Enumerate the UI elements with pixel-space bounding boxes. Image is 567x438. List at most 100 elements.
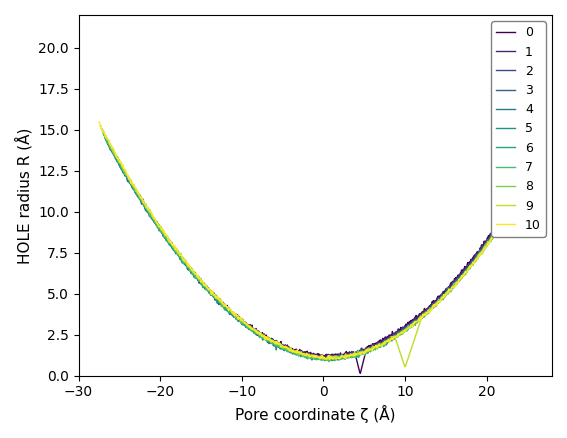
9 <box>97 124 104 129</box>
0 <box>176 251 183 257</box>
6 <box>414 318 421 323</box>
5 <box>174 251 181 257</box>
10 <box>208 292 215 297</box>
5 <box>207 293 214 298</box>
Line: 9: 9 <box>100 126 532 367</box>
5 <box>331 358 338 363</box>
Line: 4: 4 <box>106 140 511 360</box>
1 <box>367 344 374 349</box>
7 <box>417 317 424 322</box>
6 <box>328 358 335 364</box>
10 <box>354 351 361 357</box>
9 <box>352 350 358 356</box>
9 <box>401 364 408 369</box>
8 <box>98 127 105 132</box>
4 <box>508 207 515 212</box>
1 <box>496 222 502 227</box>
7 <box>381 343 388 348</box>
1 <box>337 353 344 359</box>
8 <box>291 350 298 355</box>
10 <box>173 247 180 252</box>
4 <box>342 353 349 359</box>
Line: 8: 8 <box>101 129 527 360</box>
Line: 7: 7 <box>103 131 523 362</box>
1 <box>401 325 408 330</box>
2 <box>207 288 214 293</box>
3 <box>340 356 347 361</box>
8 <box>384 338 391 343</box>
0 <box>334 353 341 358</box>
6 <box>174 251 181 257</box>
0 <box>206 287 213 292</box>
0 <box>492 227 498 233</box>
7 <box>520 189 527 194</box>
7 <box>325 359 332 364</box>
10 <box>532 166 539 172</box>
Line: 10: 10 <box>99 122 536 360</box>
6 <box>289 349 295 354</box>
10 <box>293 350 300 356</box>
3 <box>405 325 412 330</box>
8 <box>174 251 181 256</box>
Line: 6: 6 <box>104 135 519 361</box>
5 <box>512 199 519 205</box>
4 <box>374 343 381 348</box>
4 <box>408 321 415 327</box>
5 <box>344 354 351 360</box>
0 <box>357 371 364 376</box>
10 <box>425 308 432 314</box>
4 <box>286 346 293 352</box>
9 <box>209 290 215 296</box>
9 <box>174 248 181 254</box>
1 <box>107 143 114 148</box>
9 <box>423 311 430 317</box>
1 <box>283 345 290 350</box>
5 <box>101 136 108 141</box>
10 <box>326 357 333 362</box>
Line: 0: 0 <box>111 148 495 373</box>
9 <box>293 349 299 354</box>
X-axis label: Pore coordinate ζ (Å): Pore coordinate ζ (Å) <box>235 405 396 423</box>
2 <box>175 252 182 257</box>
Line: 3: 3 <box>108 144 507 360</box>
2 <box>403 325 410 331</box>
2 <box>284 346 290 351</box>
4 <box>103 137 109 142</box>
7 <box>290 350 297 355</box>
3 <box>371 346 378 351</box>
10 <box>96 119 103 124</box>
6 <box>346 354 353 360</box>
2 <box>500 216 506 221</box>
2 <box>322 357 329 362</box>
8 <box>324 358 331 363</box>
Line: 1: 1 <box>110 146 499 358</box>
8 <box>524 180 531 185</box>
1 <box>176 253 183 258</box>
5 <box>411 319 418 325</box>
Line: 2: 2 <box>109 144 503 360</box>
2 <box>338 352 345 357</box>
1 <box>323 355 330 360</box>
0 <box>397 325 404 330</box>
7 <box>208 291 214 296</box>
2 <box>105 141 112 146</box>
3 <box>104 141 111 146</box>
3 <box>503 213 510 218</box>
4 <box>175 251 181 256</box>
4 <box>331 357 337 363</box>
5 <box>376 344 383 350</box>
8 <box>208 290 215 295</box>
1 <box>107 145 113 150</box>
7 <box>174 251 180 256</box>
8 <box>350 352 357 357</box>
4 <box>207 290 214 296</box>
7 <box>99 129 106 134</box>
0 <box>365 344 371 350</box>
6 <box>379 342 386 347</box>
6 <box>208 289 214 294</box>
7 <box>348 355 355 360</box>
3 <box>321 358 328 363</box>
1 <box>207 288 214 293</box>
Y-axis label: HOLE radius R (Å): HOLE radius R (Å) <box>15 127 32 264</box>
5 <box>287 349 294 354</box>
